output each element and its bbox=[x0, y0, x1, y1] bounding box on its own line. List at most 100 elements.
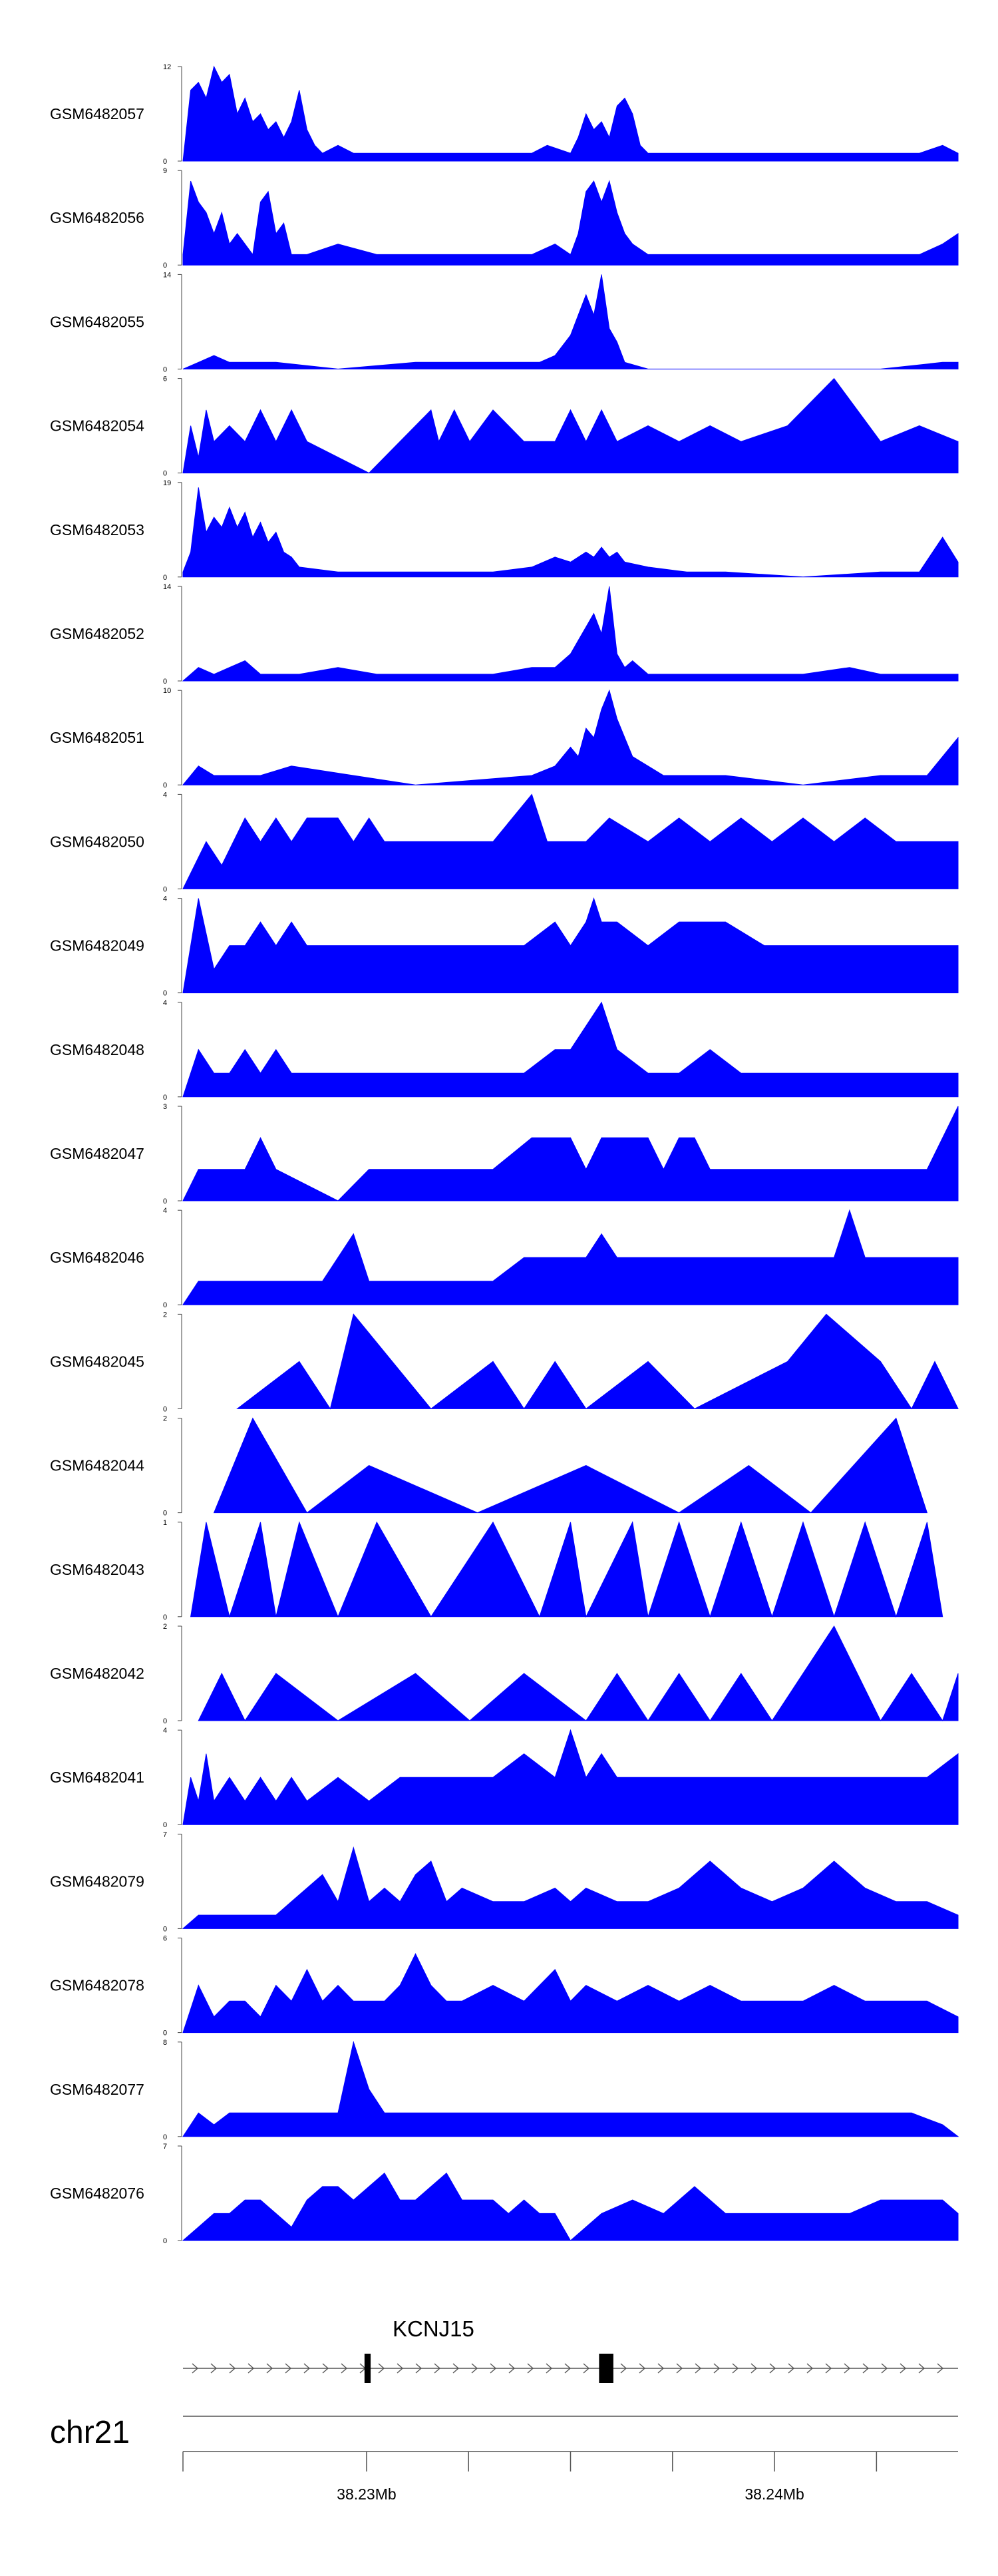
coverage-area bbox=[182, 1846, 959, 1929]
track-GSM6482042: GSM6482042 2 0 bbox=[50, 1623, 959, 1725]
strand-chevron bbox=[657, 2363, 665, 2374]
track-GSM6482052: GSM6482052 14 0 bbox=[50, 583, 959, 686]
y-tick-zero-label: 0 bbox=[163, 678, 167, 686]
strand-chevron bbox=[750, 2363, 758, 2374]
track-GSM6482077: GSM6482077 8 0 bbox=[50, 2039, 959, 2141]
y-tick-zero-label: 0 bbox=[163, 1510, 167, 1518]
y-tick-zero-label: 0 bbox=[163, 1821, 167, 1829]
x-axis-tick-label: 38.23Mb bbox=[337, 2485, 397, 2503]
strand-chevron bbox=[862, 2363, 870, 2374]
y-tick-max-label: 6 bbox=[163, 375, 167, 383]
coverage-area bbox=[182, 897, 959, 994]
coverage-area bbox=[182, 377, 959, 474]
track-label: GSM6482050 bbox=[50, 833, 144, 850]
track-GSM6482041: GSM6482041 4 0 bbox=[50, 1727, 959, 1829]
y-tick-zero-label: 0 bbox=[163, 1405, 167, 1413]
strand-chevron bbox=[881, 2363, 888, 2374]
strand-chevron bbox=[322, 2363, 329, 2374]
track-label: GSM6482049 bbox=[50, 937, 144, 955]
strand-chevron bbox=[732, 2363, 739, 2374]
strand-chevron bbox=[788, 2363, 795, 2374]
strand-chevron bbox=[341, 2363, 348, 2374]
track-GSM6482048: GSM6482048 4 0 bbox=[50, 999, 959, 1102]
track-GSM6482078: GSM6482078 6 0 bbox=[50, 1935, 959, 2038]
track-GSM6482055: GSM6482055 14 0 bbox=[50, 271, 959, 373]
track-GSM6482056: GSM6482056 9 0 bbox=[50, 167, 959, 270]
y-tick-zero-label: 0 bbox=[163, 1197, 167, 1205]
track-label: GSM6482077 bbox=[50, 2081, 144, 2098]
coverage-area bbox=[182, 689, 959, 785]
strand-chevron bbox=[713, 2363, 721, 2374]
track-label: GSM6482078 bbox=[50, 1977, 144, 1994]
y-tick-max-label: 1 bbox=[163, 1519, 167, 1527]
y-tick-max-label: 7 bbox=[163, 1830, 167, 1838]
y-tick-max-label: 6 bbox=[163, 1935, 167, 1943]
strand-chevron bbox=[415, 2363, 422, 2374]
y-tick-max-label: 10 bbox=[163, 687, 171, 695]
track-GSM6482076: GSM6482076 7 0 bbox=[50, 2143, 959, 2245]
y-tick-zero-label: 0 bbox=[163, 262, 167, 270]
track-GSM6482043: GSM6482043 1 0 bbox=[50, 1519, 943, 1621]
strand-chevron bbox=[434, 2363, 441, 2374]
gene-track: KCNJ15 bbox=[183, 2316, 958, 2383]
y-tick-max-label: 9 bbox=[163, 167, 167, 175]
y-tick-max-label: 19 bbox=[163, 479, 171, 487]
strand-chevron bbox=[583, 2363, 590, 2374]
strand-chevron bbox=[900, 2363, 907, 2374]
y-tick-zero-label: 0 bbox=[163, 1925, 167, 1933]
y-tick-max-label: 2 bbox=[163, 1415, 167, 1423]
track-label: GSM6482079 bbox=[50, 1872, 144, 1890]
y-tick-zero-label: 0 bbox=[163, 1613, 167, 1621]
track-label: GSM6482055 bbox=[50, 313, 144, 330]
strand-chevron bbox=[378, 2363, 385, 2374]
y-tick-zero-label: 0 bbox=[163, 1301, 167, 1309]
track-GSM6482054: GSM6482054 6 0 bbox=[50, 375, 959, 478]
track-label: GSM6482054 bbox=[50, 417, 144, 435]
strand-chevron bbox=[303, 2363, 311, 2374]
y-tick-max-label: 2 bbox=[163, 1623, 167, 1631]
y-tick-zero-label: 0 bbox=[163, 1094, 167, 1102]
strand-chevron bbox=[918, 2363, 925, 2374]
track-label: GSM6482047 bbox=[50, 1145, 144, 1162]
strand-chevron bbox=[937, 2363, 944, 2374]
coverage-area bbox=[182, 65, 959, 162]
y-tick-max-label: 4 bbox=[163, 1207, 167, 1215]
y-tick-max-label: 4 bbox=[163, 1727, 167, 1735]
y-tick-max-label: 14 bbox=[163, 271, 171, 279]
coverage-area bbox=[182, 1953, 959, 2034]
track-label: GSM6482051 bbox=[50, 729, 144, 746]
coverage-area bbox=[198, 1625, 959, 1722]
track-label: GSM6482048 bbox=[50, 1041, 144, 1058]
y-tick-zero-label: 0 bbox=[163, 574, 167, 582]
strand-chevron bbox=[844, 2363, 851, 2374]
strand-chevron bbox=[490, 2363, 497, 2374]
y-tick-zero-label: 0 bbox=[163, 2237, 167, 2245]
track-GSM6482050: GSM6482050 4 0 bbox=[50, 791, 959, 893]
strand-chevron bbox=[397, 2363, 404, 2374]
coverage-area bbox=[190, 1521, 943, 1618]
track-label: GSM6482046 bbox=[50, 1249, 144, 1266]
track-GSM6482046: GSM6482046 4 0 bbox=[50, 1207, 959, 1309]
y-tick-max-label: 4 bbox=[163, 999, 167, 1007]
y-tick-max-label: 14 bbox=[163, 583, 171, 591]
y-tick-max-label: 4 bbox=[163, 791, 167, 799]
track-label: GSM6482053 bbox=[50, 521, 144, 538]
coverage-area bbox=[182, 1729, 959, 1825]
coverage-area bbox=[182, 487, 959, 578]
gene-exon bbox=[599, 2354, 613, 2383]
y-tick-max-label: 3 bbox=[163, 1103, 167, 1111]
track-GSM6482045: GSM6482045 2 0 bbox=[50, 1311, 959, 1413]
coverage-area bbox=[182, 2172, 959, 2241]
y-tick-zero-label: 0 bbox=[163, 990, 167, 998]
track-GSM6482049: GSM6482049 4 0 bbox=[50, 895, 959, 998]
track-label: GSM6482057 bbox=[50, 105, 144, 122]
strand-chevron bbox=[564, 2363, 572, 2374]
y-tick-zero-label: 0 bbox=[163, 781, 167, 789]
coverage-area bbox=[182, 2040, 959, 2137]
strand-chevron bbox=[695, 2363, 702, 2374]
track-label: GSM6482076 bbox=[50, 2185, 144, 2202]
strand-chevron bbox=[639, 2363, 646, 2374]
track-GSM6482051: GSM6482051 10 0 bbox=[50, 687, 959, 789]
strand-chevron bbox=[452, 2363, 460, 2374]
track-label: GSM6482056 bbox=[50, 209, 144, 226]
